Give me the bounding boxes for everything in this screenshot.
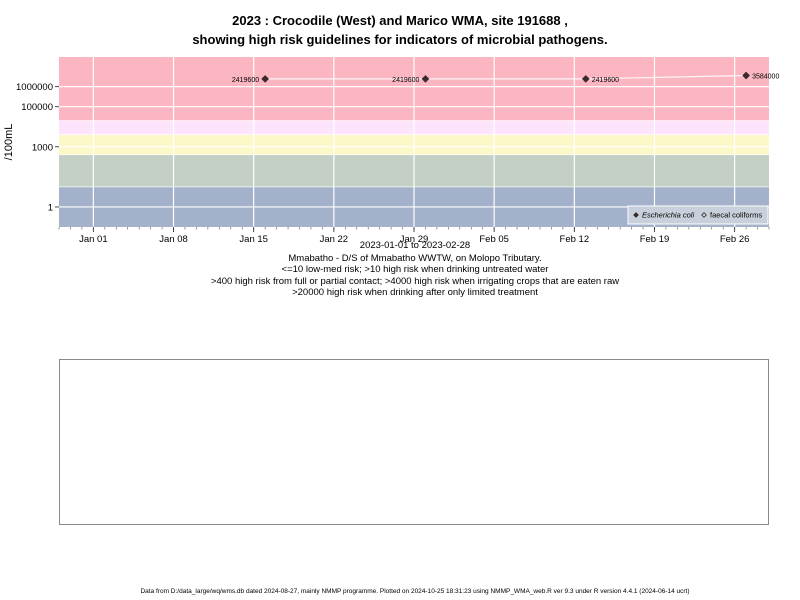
- x-tick-label-7: Feb 19: [640, 234, 670, 245]
- x-tick-label-6: Feb 12: [560, 234, 590, 245]
- data-point-0-2: [581, 75, 590, 83]
- data-point-0-0: [261, 75, 269, 83]
- series-line-escherichia-coli: [265, 74, 747, 80]
- legend-box: [627, 205, 769, 225]
- x-tick-label-0: Jan 01: [79, 234, 108, 245]
- x-tick-label-1: Jan 08: [159, 234, 188, 245]
- empty-plot-panel: [59, 359, 769, 525]
- x-tick-label-5: Feb 05: [479, 234, 509, 245]
- chart-title-line-1: 2023 : Crocodile (West) and Marico WMA, …: [232, 13, 568, 28]
- y-axis-label: /100mL: [3, 124, 15, 161]
- legend-label-0: Escherichia coli: [642, 211, 694, 220]
- chart-title-line-2: showing high risk guidelines for indicat…: [192, 32, 608, 47]
- data-label-0-3: 3584000: [752, 74, 779, 81]
- footer-note: Data from D:/data_large/wq/wms.db dated …: [140, 588, 690, 595]
- legend-marker-0: [633, 212, 639, 218]
- caption-guideline-limited-treatment: >20000 high risk when drinking after onl…: [292, 287, 538, 298]
- caption-date-range: 2023-01-01 to 2023-02-28: [359, 240, 471, 251]
- data-label-0-2: 2419600: [592, 77, 619, 84]
- caption-guideline-contact-irrigation: >400 high risk from full or partial cont…: [210, 276, 620, 287]
- x-tick-label-3: Jan 22: [320, 234, 349, 245]
- data-point-0-1: [421, 75, 430, 83]
- x-tick-label-4: Jan 29: [400, 234, 429, 245]
- caption-site-description: Mmabatho - D/S of Mmabatho WWTW, on Molo…: [288, 253, 542, 264]
- data-point-0-3: [742, 71, 750, 80]
- y-tick-label-1: 1000: [32, 142, 53, 153]
- y-tick-label-2: 100000: [21, 102, 53, 113]
- data-label-0-0: 2419600: [232, 77, 259, 84]
- legend-label-1: faecal coliforms: [710, 211, 762, 220]
- y-tick-label-0: 1: [48, 202, 53, 213]
- legend-marker-1: [701, 212, 707, 218]
- data-label-0-1: 2419600: [392, 77, 419, 84]
- y-tick-label-3: 1000000: [16, 82, 53, 93]
- x-tick-label-2: Jan 15: [239, 234, 268, 245]
- x-tick-label-8: Feb 26: [720, 234, 750, 245]
- caption-guideline-drinking: <=10 low-med risk; >10 high risk when dr…: [281, 264, 549, 275]
